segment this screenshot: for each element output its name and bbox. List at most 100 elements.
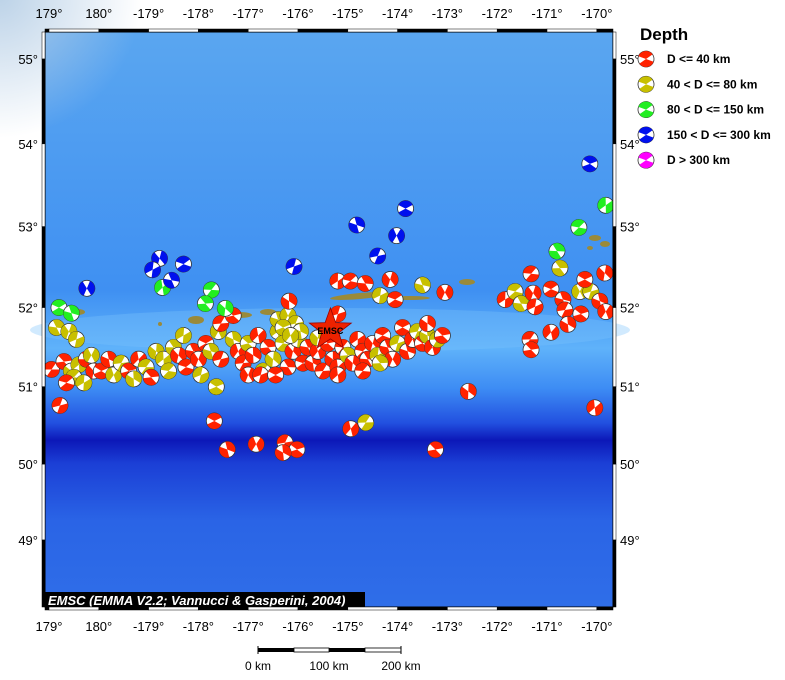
- lon-label-top: -171°: [531, 6, 562, 21]
- earthquake-beachball: [282, 327, 299, 344]
- lon-label-top: -176°: [282, 6, 313, 21]
- earthquake-beachball: [82, 346, 100, 364]
- lat-label-left: 49°: [18, 533, 38, 548]
- earthquake-beachball: [212, 315, 230, 332]
- lat-label-right: 50°: [620, 457, 640, 472]
- earthquake-beachball: [559, 315, 577, 333]
- earthquake-beachball: [50, 299, 68, 316]
- earthquake-beachball: [105, 366, 123, 384]
- earthquake-beachball: [264, 350, 282, 368]
- earthquake-beachball: [58, 374, 75, 392]
- earthquake-beachball: [160, 362, 177, 380]
- earthquake-beachball: [570, 219, 588, 236]
- epicenter-marker[interactable]: EMSC: [308, 306, 353, 349]
- lat-label-left: 52°: [18, 301, 38, 316]
- earthquake-beachball: [371, 354, 389, 372]
- legend-item-label: D > 300 km: [667, 153, 730, 167]
- earthquake-beachball: [274, 444, 292, 462]
- earthquake-beachball: [78, 279, 96, 297]
- earthquake-beachball: [572, 305, 590, 323]
- map-frame: [41, 28, 617, 611]
- attribution: EMSC (EMMA V2.2; Vannucci & Gasperini, 2…: [48, 593, 345, 608]
- lon-label-top: -178°: [183, 6, 214, 21]
- lat-label-right: 52°: [620, 301, 640, 316]
- scale-label-0: 0 km: [245, 659, 271, 673]
- earthquake-beachball: [524, 284, 542, 302]
- earthquake-beachball: [216, 299, 234, 317]
- earthquake-beachball: [371, 287, 389, 304]
- lat-label-left: 53°: [18, 220, 38, 235]
- earthquake-beachball: [394, 319, 411, 336]
- earthquake-beachball: [381, 271, 399, 288]
- bering-shelf: [0, 0, 190, 210]
- earthquake-beachball: [419, 315, 436, 332]
- lon-label-top: 179°: [36, 6, 63, 21]
- lon-label-top: -179°: [133, 6, 164, 21]
- earthquake-beachball: [207, 378, 225, 396]
- earthquake-beachball: [249, 327, 267, 344]
- lat-label-left: 51°: [18, 380, 38, 395]
- earthquake-beachball: [581, 155, 599, 173]
- earthquake-beachball: [43, 361, 60, 378]
- earthquake-beachball: [267, 366, 284, 384]
- earthquake-beachball: [244, 346, 262, 364]
- earthquake-beachball: [427, 441, 444, 458]
- legend-beachball-icon: [637, 151, 655, 169]
- earthquake-beachball: [341, 272, 359, 290]
- earthquake-beachball: [357, 414, 375, 431]
- lon-label-top: -175°: [332, 6, 363, 21]
- earthquake-beachball: [63, 304, 80, 322]
- epicenter-label: EMSC: [317, 326, 344, 336]
- earthquake-beachball: [512, 295, 530, 312]
- lon-label-top: -174°: [382, 6, 413, 21]
- earthquake-beachball: [369, 247, 387, 265]
- legend-title: Depth: [640, 25, 688, 44]
- earthquake-beachball: [48, 319, 65, 336]
- earthquake-beachball: [388, 227, 406, 245]
- earthquake-beachball: [397, 200, 414, 217]
- axis-labels: 179° 179° 180° 180° -179° -179° -178° -178° -177…: [18, 6, 639, 634]
- earthquake-beachball: [205, 412, 223, 430]
- earthquake-beachball: [212, 350, 230, 368]
- earthquake-beachball: [506, 283, 524, 300]
- lon-label-top: -177°: [233, 6, 264, 21]
- earthquake-beachball: [576, 271, 594, 288]
- earthquake-beachball: [389, 334, 407, 352]
- lon-label-bottom: -172°: [482, 619, 513, 634]
- earthquake-beachball: [192, 366, 210, 384]
- earthquake-beachball: [342, 420, 360, 438]
- earthquake-beachball: [247, 435, 265, 453]
- earthquake-beachball: [163, 271, 180, 289]
- scale-bar: 0 km 100 km 200 km: [245, 646, 421, 673]
- scale-label-100: 100 km: [309, 659, 348, 673]
- lon-label-bottom: -174°: [382, 619, 413, 634]
- earthquake-beachball: [556, 301, 574, 319]
- earthquake-beachball: [414, 276, 431, 294]
- earthquake-beachball: [597, 303, 615, 320]
- scale-label-200: 200 km: [381, 659, 420, 673]
- legend-item-label: 80 < D <= 150 km: [667, 103, 764, 117]
- earthquake-beachball: [329, 366, 347, 384]
- earthquake-beachball: [170, 346, 187, 364]
- earthquake-beachball: [224, 331, 242, 348]
- earthquake-beachball: [526, 298, 544, 316]
- earthquake-beachball: [522, 265, 540, 283]
- lon-label-bottom: -178°: [183, 619, 214, 634]
- lon-label-bottom: -171°: [531, 619, 562, 634]
- lon-label-bottom: -173°: [432, 619, 463, 634]
- earthquake-beachball: [596, 264, 614, 282]
- earthquake-beachball: [175, 255, 192, 273]
- lon-label-bottom: 180°: [85, 619, 112, 634]
- earthquake-beachball: [144, 261, 161, 279]
- lon-label-bottom: 179°: [36, 619, 63, 634]
- lon-label-bottom: -177°: [233, 619, 264, 634]
- attribution-bg: [45, 592, 365, 608]
- legend-item-label: 40 < D <= 80 km: [667, 77, 757, 91]
- earthquake-beachball: [196, 295, 214, 312]
- legend-item-label: 150 < D <= 300 km: [667, 128, 771, 142]
- lat-label-right: 49°: [620, 533, 640, 548]
- earthquake-beachball: [142, 368, 160, 386]
- star-icon: [308, 306, 353, 349]
- lat-label-left: 50°: [18, 457, 38, 472]
